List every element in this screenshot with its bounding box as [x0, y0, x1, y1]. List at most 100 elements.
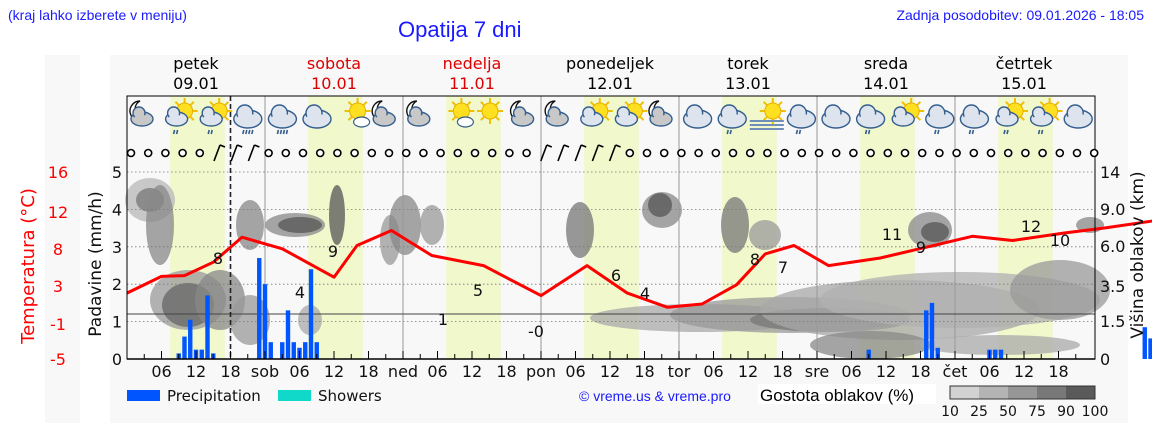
cloud-density-tick: 10	[941, 404, 959, 420]
day-date: 09.01	[173, 74, 219, 93]
moon-cloud-icon	[406, 100, 431, 127]
x-tick-label: 18	[910, 362, 930, 381]
cloud-height-tick: 0	[1100, 350, 1110, 369]
x-tick-label: 12	[738, 362, 758, 381]
x-tick-label: 12	[876, 362, 896, 381]
day-name: sobota	[307, 54, 361, 73]
cloud-density-tick: 50	[999, 404, 1017, 420]
cloud-density-tick: 90	[1057, 404, 1075, 420]
temperature-tick: 3	[53, 277, 63, 296]
cloud-density-tick: 75	[1028, 404, 1046, 420]
x-tick-label: 06	[841, 362, 861, 381]
cloud-icon	[821, 104, 851, 129]
day-date: 12.01	[587, 74, 633, 93]
temperature-label: -0	[528, 322, 544, 341]
temperature-label: 9	[916, 238, 926, 257]
cloud-height-axis-label: Višina oblakov (km)	[1128, 171, 1148, 338]
cloud-height-tick: 6.0	[1100, 237, 1125, 256]
x-tick-label: 06	[151, 362, 171, 381]
temperature-label: 12	[1021, 217, 1041, 236]
cloud-density-swatch	[1037, 386, 1066, 399]
day-name: petek	[173, 54, 219, 73]
cloud-rain-icon	[855, 104, 886, 135]
x-tick-label: 06	[289, 362, 309, 381]
cloud-density-swatch	[950, 386, 979, 399]
cloud-icon	[1063, 104, 1093, 129]
precip-tick: 2	[112, 275, 122, 294]
x-tick-label: 12	[600, 362, 620, 381]
axes: 06 12 18 sob 06 12 18 ned 06 12 18 pon 06 12 18 tor 06 12…	[18, 163, 1148, 381]
x-tick-label: sob	[251, 362, 279, 381]
temperature-label: 10	[1050, 231, 1070, 250]
copyright-link[interactable]: © vreme.us & vreme.pro	[579, 388, 731, 404]
cloud-density-title: Gostota oblakov (%)	[760, 386, 914, 405]
moon-cloud-icon	[648, 100, 673, 127]
x-tick-label: 12	[1014, 362, 1034, 381]
day-name: četrtek	[996, 54, 1054, 73]
cloud-heavy-rain-icon	[267, 104, 298, 135]
cloud-heavy-rain-icon	[233, 104, 263, 135]
sun-small-cloud-icon	[448, 98, 475, 128]
temperature-label: 6	[611, 266, 621, 285]
precip-tick: 0	[112, 350, 122, 369]
showers-legend-label: Showers	[318, 387, 382, 405]
x-tick-label: 06	[979, 362, 999, 381]
sun-cloud-rain-icon	[199, 98, 233, 135]
x-tick-label: 18	[772, 362, 792, 381]
x-tick-label: 06	[703, 362, 723, 381]
page-title: Opatija 7 dni	[398, 17, 522, 42]
precip-axis-label: Padavine (mm/h)	[86, 191, 106, 336]
last-update: Zadnja posodobitev: 09.01.2026 - 18:05	[896, 7, 1144, 23]
temperature-label: 4	[640, 284, 650, 303]
x-tick-label: ned	[388, 362, 418, 381]
day-date: 14.01	[863, 74, 909, 93]
moon-cloud-icon	[129, 100, 154, 127]
x-tick-label: 18	[1048, 362, 1068, 381]
x-tick-label: čet	[943, 362, 968, 381]
temperature-label: 7	[778, 258, 788, 277]
x-tick-label: 12	[186, 362, 206, 381]
day-name: nedelja	[443, 54, 502, 73]
temperature-tick: -1	[50, 315, 66, 334]
wind-row	[126, 144, 1099, 162]
sun-cloud-rain-icon	[995, 98, 1028, 135]
cloud-icon	[682, 104, 713, 129]
x-tick-label: 18	[496, 362, 516, 381]
cloud-density-swatch	[979, 386, 1008, 399]
temperature-label: 8	[213, 249, 223, 268]
day-date: 13.01	[725, 74, 771, 93]
x-tick-label: 06	[427, 362, 447, 381]
location-hint[interactable]: (kraj lahko izberete v meniju)	[8, 7, 187, 23]
temperature-tick: 8	[53, 240, 63, 259]
x-tick-label: 18	[634, 362, 654, 381]
sun-cloud-icon	[614, 98, 648, 127]
moon-cloud-icon	[509, 100, 535, 127]
precip-tick: 3	[112, 238, 122, 257]
x-tick-label: 18	[220, 362, 240, 381]
day-date: 10.01	[311, 74, 357, 93]
temperature-tick: 16	[48, 163, 68, 182]
weather-icons-row	[126, 95, 1096, 360]
x-tick-label: 12	[324, 362, 344, 381]
cloud-height-tick: 14	[1100, 163, 1120, 182]
temperature-label: 11	[882, 225, 902, 244]
temperature-label: 4	[295, 283, 305, 302]
cloud-density-tick: 25	[970, 404, 988, 420]
sun-cloud-rain-icon	[164, 98, 198, 135]
temperature-axis-panel	[45, 55, 80, 423]
day-date: 15.01	[1001, 74, 1047, 93]
cloud-rain-icon	[959, 104, 990, 135]
sun-cloud-icon	[891, 98, 925, 127]
x-tick-label: 12	[462, 362, 482, 381]
temperature-axis-label: Temperatura (°C)	[18, 188, 39, 345]
x-tick-label: sre	[805, 362, 829, 381]
moon-cloud-icon	[371, 100, 396, 127]
cloud-height-tick: 9.0	[1100, 200, 1125, 219]
temperature-label: 1	[438, 310, 448, 329]
sun-icon	[477, 98, 503, 124]
precip-tick: 4	[112, 200, 122, 219]
cloud-rain-icon	[717, 104, 747, 135]
